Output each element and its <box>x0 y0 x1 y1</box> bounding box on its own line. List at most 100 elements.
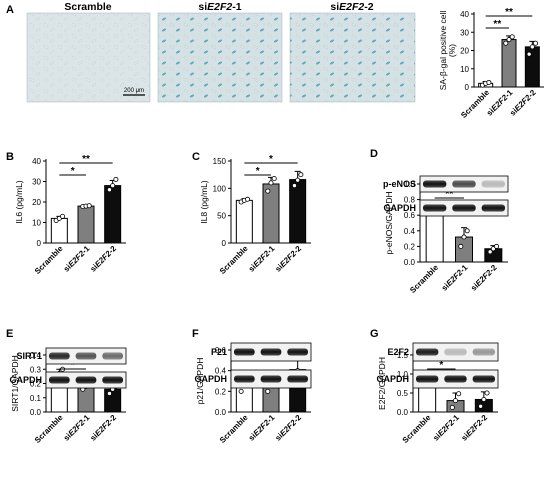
category-label: siE2F2-2 <box>273 244 303 274</box>
bar <box>501 39 517 88</box>
blot-band <box>260 348 282 356</box>
micrograph-sie2f2-1 <box>157 12 283 103</box>
data-point <box>110 183 116 189</box>
category-label: Scramble <box>401 413 433 445</box>
blot-band <box>444 375 467 383</box>
y-tick-label: 0.5 <box>397 389 409 398</box>
data-point <box>487 249 493 255</box>
y-axis-label: IL8 (pg/mL) <box>199 180 209 224</box>
bar <box>289 179 307 244</box>
y-tick-label: 0.0 <box>30 408 42 417</box>
y-tick-label: 50 <box>217 212 226 221</box>
data-point <box>486 79 492 85</box>
data-point <box>526 51 532 57</box>
blot-label: GAPDH <box>383 203 416 213</box>
y-tick-label: 40 <box>32 157 41 166</box>
western-blot-f: P21 GAPDH <box>194 342 312 389</box>
chart-panel-g: 0.0 0.5 1.0 1.5 E2F2/GAPDH ScramblesiE2F2-1si… <box>377 348 498 445</box>
micrograph-title-2: siE2F2-2 <box>330 1 373 13</box>
data-point <box>490 246 496 252</box>
blot-label: P21 <box>211 347 227 357</box>
y-tick-label: 20 <box>460 47 469 56</box>
data-point <box>271 175 277 181</box>
scale-bar-label: 200 μm <box>124 88 144 94</box>
category-label: siE2F2-2 <box>469 263 499 293</box>
y-tick-label: 0 <box>222 239 227 248</box>
y-tick-label: 30 <box>460 28 469 37</box>
bar <box>235 199 253 244</box>
blot-label: p-eNOS <box>383 179 416 189</box>
data-point <box>265 188 271 194</box>
significance-label: ** <box>493 19 501 30</box>
bar <box>77 385 95 413</box>
chart-panel-c: 0 50 100 150 IL8 (pg/mL) ScramblesiE2F2-1siE2… <box>199 154 311 276</box>
data-point <box>461 234 467 240</box>
blot-band <box>75 376 97 384</box>
data-point <box>113 176 119 182</box>
blot-band <box>481 180 505 188</box>
bar <box>104 185 122 244</box>
data-point <box>464 228 470 234</box>
y-tick-label: 0.2 <box>30 380 42 389</box>
y-tick-label: 10 <box>460 65 469 74</box>
y-tick-label: 10 <box>32 219 41 228</box>
bar <box>455 236 473 263</box>
blot-band <box>287 375 308 383</box>
data-point <box>456 391 462 397</box>
data-point <box>60 213 66 219</box>
category-label: Scramble <box>33 244 65 276</box>
blot-band <box>452 204 476 212</box>
significance-label: * <box>71 166 75 177</box>
data-point <box>509 34 515 40</box>
data-point <box>291 183 297 189</box>
blot-band <box>416 348 439 356</box>
data-point <box>238 388 244 394</box>
y-tick-label: 40 <box>460 10 469 19</box>
y-tick-label: 0.0 <box>397 408 409 417</box>
data-point <box>449 404 455 410</box>
blot-label: GAPDH <box>194 374 227 384</box>
y-tick-label: 0.6 <box>404 211 416 220</box>
category-label: Scramble <box>33 413 65 445</box>
data-point <box>452 398 458 404</box>
panel-label-d: D <box>370 148 378 160</box>
y-axis-label: E2F2/GAPDH <box>377 357 387 410</box>
blot-band <box>472 348 495 356</box>
y-tick-label: 100 <box>213 184 227 193</box>
micrograph-title-0: Scramble <box>64 1 111 13</box>
data-point <box>245 196 251 202</box>
significance-label: ** <box>445 189 453 200</box>
data-point <box>506 37 512 43</box>
significance-label: * <box>439 360 443 371</box>
significance-label: * <box>269 154 273 165</box>
blot-label: SIRT1 <box>16 351 42 361</box>
y-tick-label: 0.4 <box>404 227 416 236</box>
y-tick-label: 0.4 <box>215 367 227 376</box>
significance-label: ** <box>82 154 90 165</box>
y-tick-label: 0.0 <box>404 258 416 267</box>
category-label: Scramble <box>408 263 440 295</box>
category-label: siE2F2-1 <box>431 413 461 443</box>
y-tick-label: 0.2 <box>404 242 416 251</box>
blot-band <box>452 180 476 188</box>
significance-label: * <box>71 360 75 371</box>
blot-band <box>234 375 255 383</box>
panel-label-f: F <box>192 328 199 340</box>
data-point <box>106 187 112 193</box>
blot-band <box>49 376 70 384</box>
y-tick-label: 0.0 <box>215 408 227 417</box>
category-label: Scramble <box>218 244 250 276</box>
data-point <box>265 388 271 394</box>
blot-band <box>234 348 255 356</box>
y-tick-label: 0.3 <box>30 365 42 374</box>
blot-band <box>416 375 439 383</box>
y-tick-label: 0 <box>37 239 42 248</box>
bar <box>262 183 280 244</box>
y-axis-label: IL6 (pg/mL) <box>14 180 24 224</box>
y-tick-label: 150 <box>213 157 227 166</box>
blot-band <box>75 352 97 360</box>
category-label: Scramble <box>459 88 491 120</box>
y-tick-label: 0.1 <box>30 394 42 403</box>
western-blot-d: p-eNOS GAPDH <box>383 175 509 217</box>
